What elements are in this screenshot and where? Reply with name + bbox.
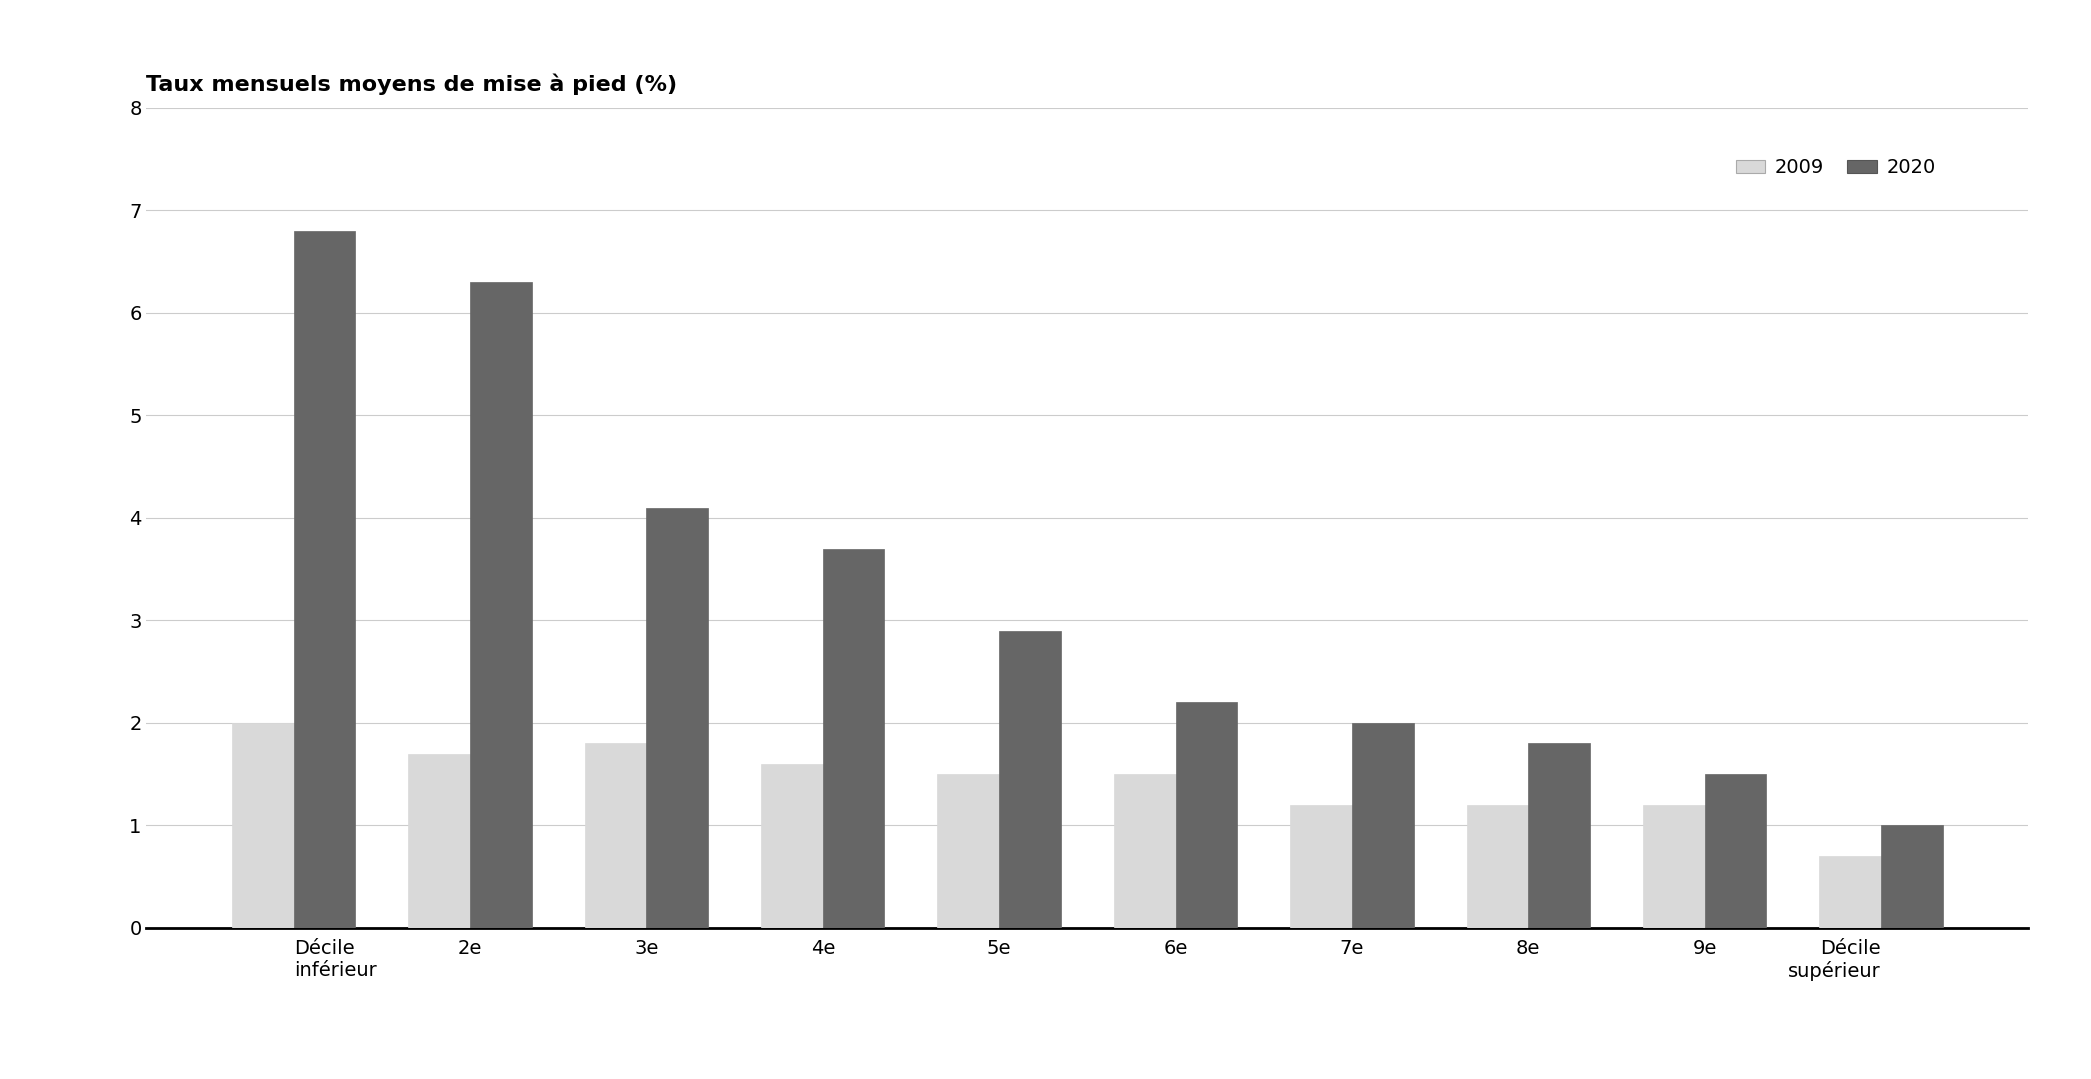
Bar bbox=[1529, 743, 1589, 928]
Bar bbox=[1115, 775, 1175, 928]
Legend: 2009, 2020: 2009, 2020 bbox=[1727, 150, 1943, 185]
Bar bbox=[232, 723, 293, 928]
Bar bbox=[1882, 825, 1943, 928]
Bar bbox=[1290, 805, 1353, 928]
Bar bbox=[937, 775, 999, 928]
Bar bbox=[822, 548, 884, 928]
Bar bbox=[408, 753, 470, 928]
Bar bbox=[585, 743, 646, 928]
Bar bbox=[470, 282, 531, 928]
Bar bbox=[1353, 723, 1414, 928]
Bar bbox=[1704, 775, 1767, 928]
Text: Taux mensuels moyens de mise à pied (%): Taux mensuels moyens de mise à pied (%) bbox=[146, 73, 677, 95]
Bar bbox=[1819, 857, 1882, 928]
Bar bbox=[761, 764, 822, 928]
Bar bbox=[293, 231, 355, 928]
Bar bbox=[1466, 805, 1529, 928]
Bar bbox=[1644, 805, 1704, 928]
Bar bbox=[999, 630, 1060, 928]
Bar bbox=[646, 507, 709, 928]
Bar bbox=[1175, 702, 1238, 928]
